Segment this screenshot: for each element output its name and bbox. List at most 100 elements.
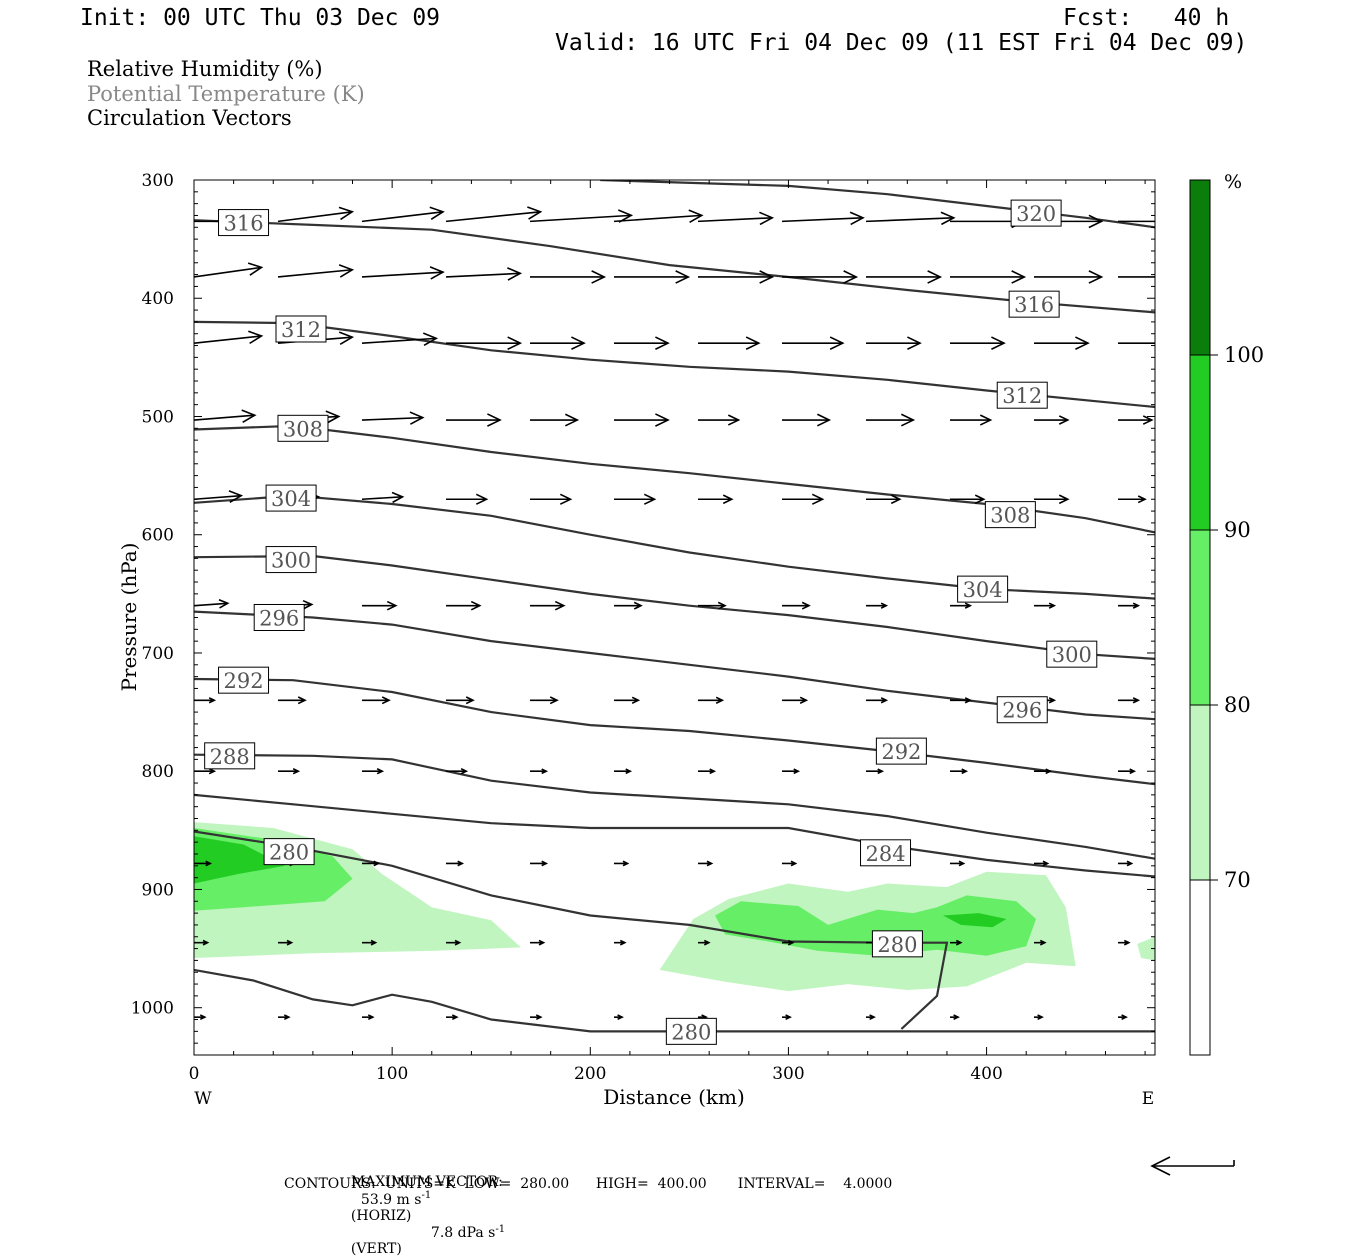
circulation-vector: [362, 939, 378, 946]
circulation-vector: [613, 209, 704, 224]
contour-label-box: [265, 546, 317, 574]
contour-label-304: 304: [957, 575, 1009, 603]
vector-head: [974, 494, 986, 505]
circulation-vector: [782, 768, 801, 775]
vector-head: [247, 262, 264, 276]
circulation-vector: [362, 768, 385, 775]
contour-label-box: [871, 930, 923, 958]
vector-layer: [194, 206, 1306, 1021]
vector-shaft: [361, 271, 444, 278]
vector-head: [367, 1014, 375, 1021]
y-tick-label: 900: [142, 880, 174, 900]
contour-label-292: 292: [218, 666, 270, 694]
circulation-vector: [530, 768, 549, 775]
colorbar-label: 70: [1224, 868, 1251, 892]
circulation-vector: [1118, 939, 1131, 946]
vector-shaft: [194, 602, 228, 607]
vector-head: [877, 768, 885, 775]
circulation-vector: [1034, 860, 1050, 867]
circulation-vector: [278, 696, 307, 705]
vector-head: [688, 209, 704, 224]
vector-head: [617, 1014, 624, 1021]
contour-label-280: 280: [263, 838, 315, 866]
vector-head: [487, 413, 502, 427]
vector-head: [460, 768, 469, 775]
vector-head: [1217, 698, 1222, 703]
vector-head: [1048, 602, 1057, 609]
circulation-vector: [530, 493, 573, 505]
vector-head: [1301, 497, 1306, 502]
vector-head: [381, 696, 391, 705]
circulation-vector: [697, 211, 775, 226]
cross-section-chart: 320 316 316 312 312 308 308 304 304 300 300 296 296 2…: [117, 171, 1306, 1176]
contour-label-312: 312: [275, 315, 327, 343]
circulation-vector: [194, 330, 264, 345]
circulation-vector: [1118, 602, 1141, 609]
circulation-vector: [361, 411, 425, 425]
legend-theta: Potential Temperature (K): [87, 82, 365, 106]
circulation-vector: [950, 860, 966, 867]
circulation-vector: [446, 768, 469, 775]
circulation-vector: [1118, 220, 1155, 223]
circulation-vector: [445, 267, 523, 281]
vector-head: [248, 330, 264, 345]
colorbar-label: 100: [1224, 343, 1264, 367]
horiz-tag: (HORIZ): [350, 1207, 412, 1224]
contour-label-text: 284: [865, 842, 905, 866]
vector-head: [790, 860, 798, 867]
vector-head: [541, 768, 549, 775]
max-vector-line: MAXIMUM VECTOR: 53.9 m s-1 (HORIZ) 7.8 d…: [342, 1158, 505, 1257]
axis-layer: 300 400 500 600 700 800 900 1000 0 100 200 300 400: [131, 171, 1155, 1084]
vector-head: [454, 939, 462, 946]
vector-head: [900, 413, 916, 427]
circulation-vector: [950, 336, 1006, 350]
vector-head: [953, 1014, 960, 1021]
vector-head: [955, 939, 963, 946]
circulation-vector: [1202, 215, 1270, 227]
vector-head: [286, 939, 294, 946]
circulation-vector: [1118, 1014, 1128, 1021]
max-vector-label: MAXIMUM VECTOR:: [350, 1174, 503, 1190]
init-time: Init: 00 UTC Thu 03 Dec 09: [80, 5, 441, 31]
contour-label-300: 300: [265, 546, 317, 574]
contour-label-layer: 320 316 316 312 312 308 308 304 304 300 300 296 296 2…: [204, 199, 1098, 1045]
circulation-vector: [614, 939, 627, 946]
vector-head: [1058, 415, 1070, 425]
legend-rh: Relative Humidity (%): [87, 57, 323, 81]
contour-label-284: 284: [860, 839, 912, 867]
circulation-vector: [950, 768, 969, 775]
vector-head: [1037, 1014, 1044, 1021]
vector-head: [1129, 768, 1137, 775]
vector-head: [429, 206, 445, 220]
circulation-vector: [698, 494, 734, 505]
circulation-vector: [1118, 697, 1141, 704]
x-axis-label: Distance (km): [603, 1085, 745, 1109]
contour-label-308: 308: [984, 501, 1036, 529]
circulation-vector: [614, 413, 670, 427]
circulation-vector: [446, 336, 523, 350]
contour-label-box: [665, 1017, 717, 1045]
vector-head: [631, 696, 641, 704]
contour-label-text: 292: [223, 669, 263, 693]
contour-label-text: 280: [671, 1020, 711, 1044]
vector-head: [1222, 496, 1229, 503]
vector-head: [799, 696, 809, 704]
vector-head: [541, 860, 549, 867]
vector-shaft: [194, 335, 262, 344]
circulation-vector: [950, 1014, 960, 1021]
vector-head: [1058, 494, 1070, 505]
vector-head: [706, 860, 714, 867]
circulation-vector: [1118, 415, 1154, 425]
circulation-vector: [866, 494, 902, 505]
vector-head: [979, 414, 993, 426]
circulation-vector: [950, 602, 973, 609]
rh-region-6: [943, 913, 1007, 928]
vector-head: [527, 206, 543, 220]
vector-head: [338, 331, 355, 345]
vector-head: [722, 494, 734, 505]
theta-contour-280: [194, 968, 1155, 1033]
circulation-vector: [782, 270, 859, 284]
vector-head: [1132, 602, 1141, 609]
contour-label-312: 312: [996, 381, 1048, 409]
vector-head: [370, 939, 378, 946]
